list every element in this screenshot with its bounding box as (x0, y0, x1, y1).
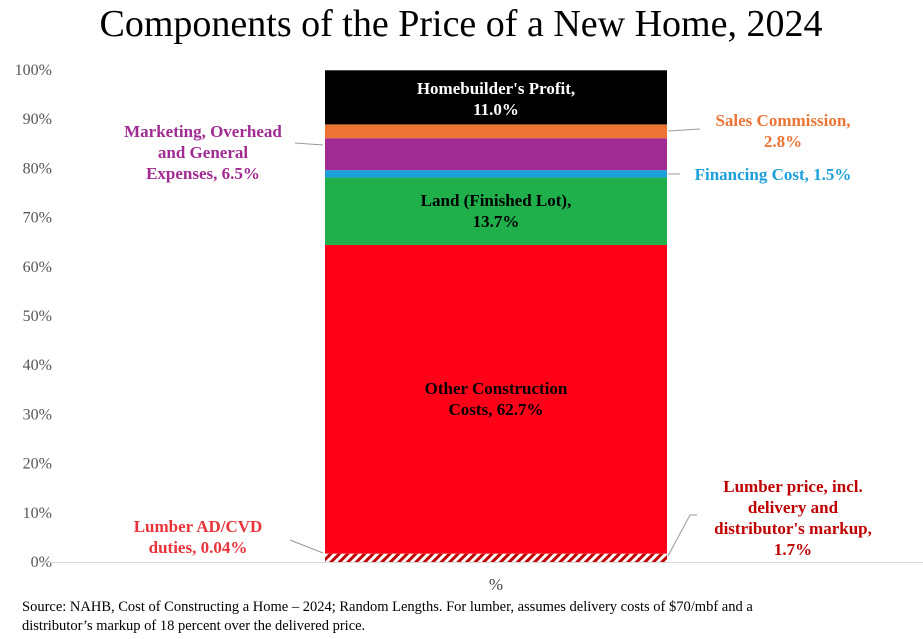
y-tick-label: 100% (15, 62, 52, 79)
data-label: Financing Cost, 1.5% (695, 165, 852, 184)
data-label: 11.0% (473, 100, 519, 119)
data-label: 13.7% (473, 212, 520, 231)
data-label: duties, 0.04% (149, 538, 248, 557)
y-tick-label: 20% (23, 456, 52, 473)
bar-segment-6 (325, 124, 667, 139)
data-label: Sales Commission, (715, 111, 850, 130)
y-tick-label: 10% (23, 505, 52, 522)
data-label: delivery and (748, 498, 839, 517)
leader-line (667, 128, 701, 132)
bar-segment-0 (325, 553, 667, 562)
y-tick-label: 50% (23, 308, 52, 325)
bar-segment-3 (325, 177, 667, 245)
data-label: Expenses, 6.5% (146, 164, 260, 183)
data-label: and General (158, 143, 248, 162)
y-tick-label: 30% (23, 406, 52, 423)
source-line-1: Source: NAHB, Cost of Constructing a Hom… (22, 599, 753, 615)
y-tick-label: 70% (23, 210, 52, 227)
data-label: 2.8% (764, 132, 802, 151)
data-label: Land (Finished Lot), (421, 191, 572, 210)
leader-line (667, 514, 697, 557)
bar-segment-2 (325, 244, 667, 554)
data-label: Marketing, Overhead (124, 122, 282, 141)
data-label: distributor's markup, (714, 519, 872, 538)
bar-segment-4 (325, 170, 667, 178)
data-label: Lumber price, incl. (723, 477, 862, 496)
x-tick-label: % (489, 575, 503, 594)
bar-segment-5 (325, 138, 667, 171)
data-label: 1.7% (774, 540, 812, 559)
y-tick-label: 40% (23, 357, 52, 374)
bar-segment-7 (325, 70, 667, 125)
source-line-2: distributor’s markup of 18 percent over … (22, 618, 365, 634)
data-label: Other Construction (425, 379, 568, 398)
data-label: Homebuilder's Profit, (417, 79, 575, 98)
data-label: Costs, 62.7% (449, 400, 544, 419)
y-tick-label: 80% (23, 160, 52, 177)
chart-title: Components of the Price of a New Home, 2… (100, 3, 823, 45)
y-tick-label: 60% (23, 259, 52, 276)
leader-line (294, 142, 324, 146)
data-label: Lumber AD/CVD (134, 517, 263, 536)
y-tick-label: 90% (23, 111, 52, 128)
leader-line (289, 539, 324, 554)
